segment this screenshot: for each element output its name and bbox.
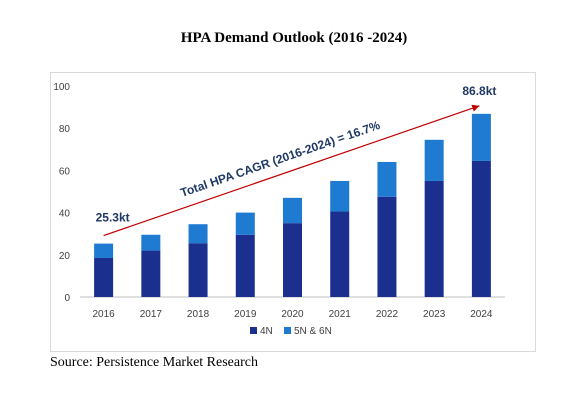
x-tick-label: 2024	[470, 309, 493, 320]
x-tick-label: 2017	[140, 309, 163, 320]
bar-5n-6n-2020	[283, 197, 302, 224]
y-tick-label: 80	[59, 124, 71, 135]
bar-5n-6n-2021	[330, 180, 350, 212]
x-tick-label: 2018	[187, 309, 210, 320]
legend-swatch	[284, 327, 291, 334]
bar-4n-2019	[235, 234, 255, 297]
legend-swatch	[250, 327, 257, 334]
bar-5n-6n-2024	[471, 113, 491, 161]
bar-4n-2021	[330, 211, 350, 297]
y-tick-label: 0	[64, 293, 70, 304]
bars	[94, 113, 491, 297]
x-tick-label: 2016	[92, 309, 115, 320]
bar-5n-6n-2016	[94, 243, 114, 258]
y-tick-label: 40	[59, 209, 71, 220]
bar-4n-2024	[471, 160, 491, 297]
x-tick-label: 2022	[376, 309, 399, 320]
bar-4n-2016	[94, 257, 114, 297]
bar-5n-6n-2023	[424, 139, 444, 181]
end-value-label: 86.8kt	[462, 84, 496, 98]
bar-4n-2020	[283, 223, 302, 297]
x-tick-label: 2020	[281, 309, 304, 320]
chart-frame	[50, 72, 536, 352]
bar-5n-6n-2022	[377, 161, 397, 197]
bar-5n-6n-2019	[235, 212, 255, 235]
y-tick-label: 60	[59, 166, 71, 177]
bar-5n-6n-2018	[188, 224, 208, 244]
cagr-label: Total HPA CAGR (2016-2024) = 16.7%	[179, 118, 383, 200]
x-tick-label: 2023	[423, 309, 446, 320]
y-tick-label: 100	[53, 82, 70, 93]
bar-5n-6n-2017	[141, 234, 161, 251]
legend-label: 4N	[260, 326, 273, 337]
bar-4n-2018	[188, 243, 208, 297]
chart-title: HPA Demand Outlook (2016 -2024)	[180, 30, 408, 46]
x-tick-label: 2021	[329, 309, 352, 320]
source-note: Source: Persistence Market Research	[50, 355, 258, 370]
bar-4n-2017	[141, 250, 161, 297]
legend-label: 5N & 6N	[294, 326, 332, 337]
x-tick-label: 2019	[234, 309, 257, 320]
cagr-trend-arrow	[103, 104, 480, 237]
y-tick-label: 20	[59, 251, 71, 262]
bar-4n-2022	[377, 196, 397, 297]
start-value-label: 25.3kt	[96, 211, 130, 225]
legend: 4N 5N & 6N	[250, 326, 332, 337]
bar-4n-2023	[424, 180, 444, 297]
